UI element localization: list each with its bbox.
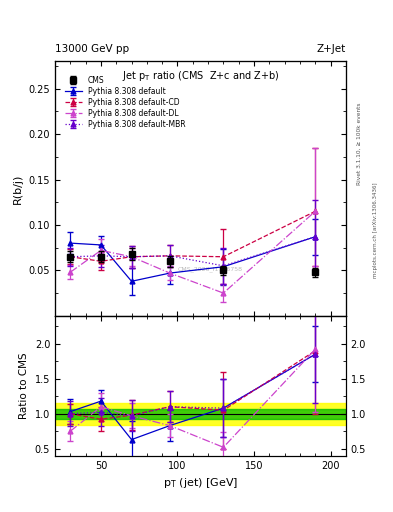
Text: Z+Jet: Z+Jet [317, 44, 346, 54]
Text: 13000 GeV pp: 13000 GeV pp [55, 44, 129, 54]
Y-axis label: R(b/j): R(b/j) [13, 174, 23, 204]
Text: CMS_2020_I1776758: CMS_2020_I1776758 [177, 266, 242, 272]
Text: Rivet 3.1.10, ≥ 100k events: Rivet 3.1.10, ≥ 100k events [357, 102, 362, 185]
Text: mcplots.cern.ch [arXiv:1306.3436]: mcplots.cern.ch [arXiv:1306.3436] [373, 183, 378, 278]
X-axis label: p$_\mathrm{T}$ (jet) [GeV]: p$_\mathrm{T}$ (jet) [GeV] [163, 476, 238, 490]
Text: Jet p$_\mathrm{T}$ ratio (CMS  Z+c and Z+b): Jet p$_\mathrm{T}$ ratio (CMS Z+c and Z+… [121, 69, 279, 83]
Y-axis label: Ratio to CMS: Ratio to CMS [19, 352, 29, 419]
Legend: CMS, Pythia 8.308 default, Pythia 8.308 default-CD, Pythia 8.308 default-DL, Pyt: CMS, Pythia 8.308 default, Pythia 8.308 … [62, 73, 188, 132]
